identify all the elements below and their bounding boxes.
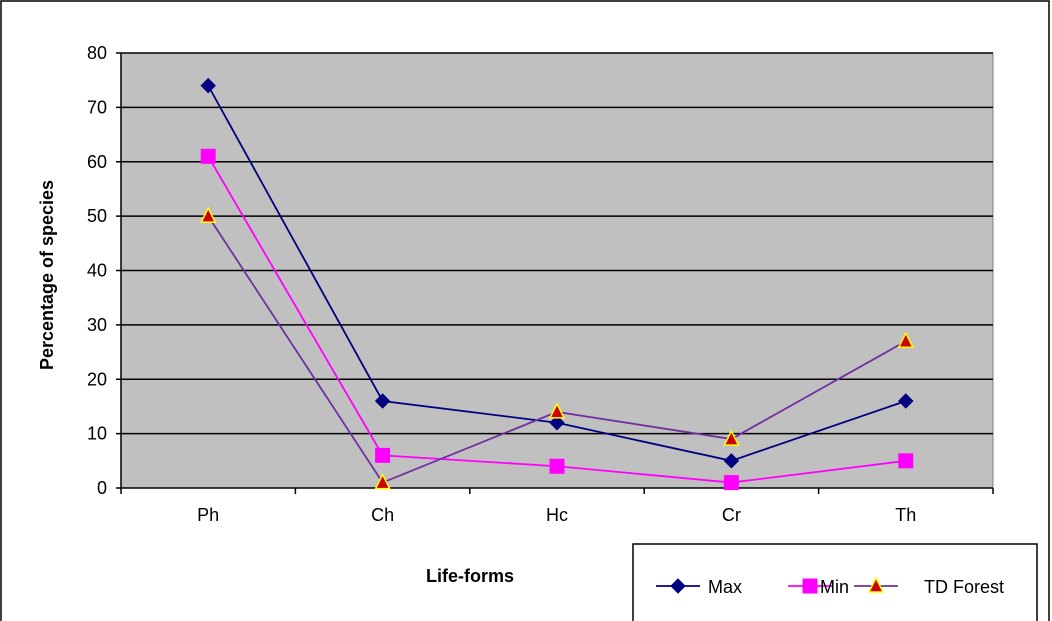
gridlines [121,52,993,435]
y-tick-label: 30 [87,315,107,335]
x-tick-label: Cr [722,505,741,525]
y-axis-title: Percentage of species [37,180,57,370]
legend-label: Min [820,577,849,597]
legend-label: TD Forest [924,577,1004,597]
y-tick-label: 20 [87,369,107,389]
y-tick-label: 0 [97,478,107,498]
series-group [199,77,915,491]
diamond-marker [549,415,565,431]
diamond-marker [200,77,216,94]
triangle-marker [867,576,885,593]
y-tick-label: 10 [87,424,107,444]
x-tick-label: Ph [197,505,219,525]
square-marker [723,475,739,491]
triangle-marker [723,429,740,446]
y-tick-label: 40 [87,261,107,281]
series-td-forest [199,206,915,490]
diamond-marker [723,453,740,469]
y-tick-label: 70 [87,97,107,117]
x-axis-title: Life-forms [426,566,514,586]
legend-label: Max [708,577,742,597]
diamond-marker [670,578,686,594]
diamond-marker [374,393,391,409]
legend: Max Min TD Forest [632,543,1038,621]
triangle-marker [199,206,217,223]
square-marker [375,447,391,463]
square-marker [200,148,216,164]
triangle-marker [548,402,566,419]
y-tick-label: 60 [87,152,107,172]
series-max [200,77,914,469]
y-tick-label: 50 [87,206,107,226]
y-tick-label: 80 [87,43,107,63]
x-tick-label: Ch [371,505,394,525]
triangle-marker [897,331,915,348]
x-tick-label: Th [895,505,916,525]
y-axis-ticks: 0 10 20 30 40 50 60 70 80 [87,43,121,498]
square-marker [802,578,818,594]
square-marker [549,458,565,474]
square-marker [898,453,914,469]
legend-box [632,543,1038,621]
x-axis-ticks: Ph Ch Hc Cr Th [120,488,994,525]
x-tick-label: Hc [546,505,568,525]
diamond-marker [898,393,914,409]
series-min [200,148,914,491]
triangle-marker [374,472,391,490]
